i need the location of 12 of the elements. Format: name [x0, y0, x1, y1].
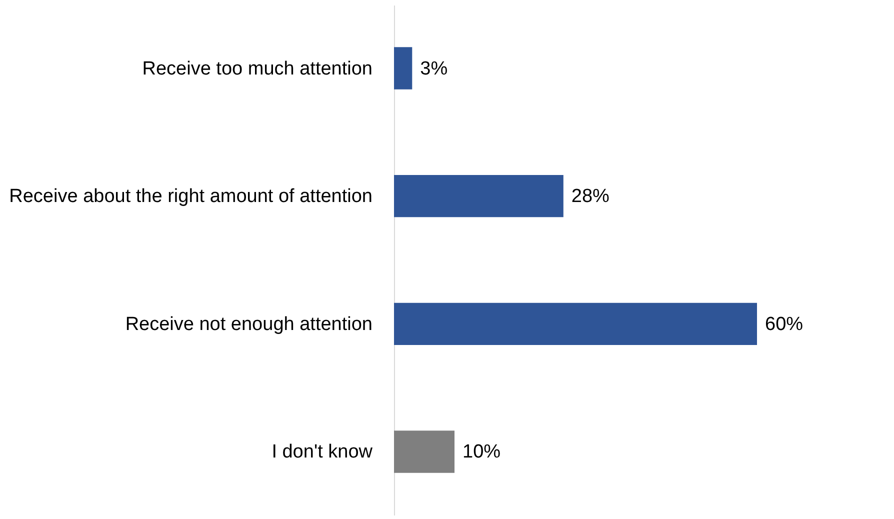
- bar: [394, 175, 564, 218]
- y-tick-label: Receive not enough attention: [125, 314, 372, 335]
- data-label: 60%: [765, 314, 804, 335]
- y-tick-label: I don't know: [272, 442, 373, 463]
- bar: [394, 430, 454, 473]
- y-tick-label: Receive too much attention: [142, 58, 372, 80]
- y-tick-label: Receive about the right amount of attention: [9, 186, 372, 208]
- data-label: 28%: [571, 186, 610, 208]
- bar: [394, 47, 412, 90]
- data-label: 10%: [462, 442, 501, 463]
- data-label: 3%: [420, 58, 448, 80]
- bar: [394, 302, 757, 345]
